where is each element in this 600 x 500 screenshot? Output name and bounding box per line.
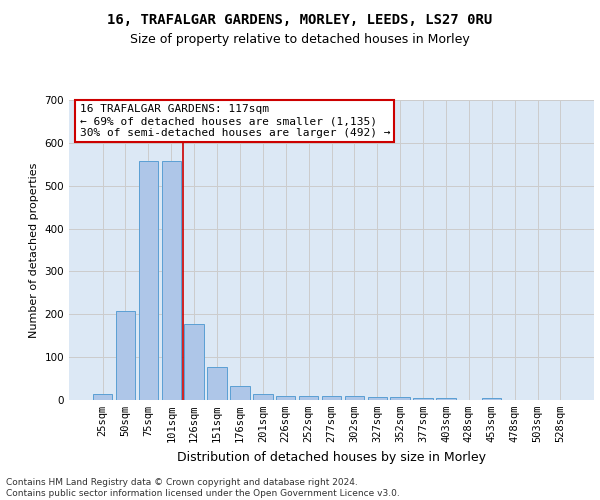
Bar	[322, 396, 341, 400]
Bar	[391, 398, 410, 400]
Bar	[413, 398, 433, 400]
Bar	[230, 386, 250, 400]
Bar	[208, 366, 227, 400]
Bar	[161, 162, 181, 400]
Text: Contains HM Land Registry data © Crown copyright and database right 2024.
Contai: Contains HM Land Registry data © Crown c…	[6, 478, 400, 498]
Bar	[116, 312, 135, 400]
Bar	[368, 398, 387, 400]
Bar	[276, 396, 295, 400]
Bar	[436, 398, 455, 400]
Bar	[253, 394, 272, 400]
Text: 16, TRAFALGAR GARDENS, MORLEY, LEEDS, LS27 0RU: 16, TRAFALGAR GARDENS, MORLEY, LEEDS, LS…	[107, 12, 493, 26]
Bar	[344, 396, 364, 400]
Bar	[93, 394, 112, 400]
Bar	[299, 396, 319, 400]
Text: Size of property relative to detached houses in Morley: Size of property relative to detached ho…	[130, 32, 470, 46]
X-axis label: Distribution of detached houses by size in Morley: Distribution of detached houses by size …	[177, 450, 486, 464]
Bar	[139, 162, 158, 400]
Y-axis label: Number of detached properties: Number of detached properties	[29, 162, 39, 338]
Bar	[184, 324, 204, 400]
Bar	[482, 398, 502, 400]
Text: 16 TRAFALGAR GARDENS: 117sqm
← 69% of detached houses are smaller (1,135)
30% of: 16 TRAFALGAR GARDENS: 117sqm ← 69% of de…	[79, 104, 390, 138]
